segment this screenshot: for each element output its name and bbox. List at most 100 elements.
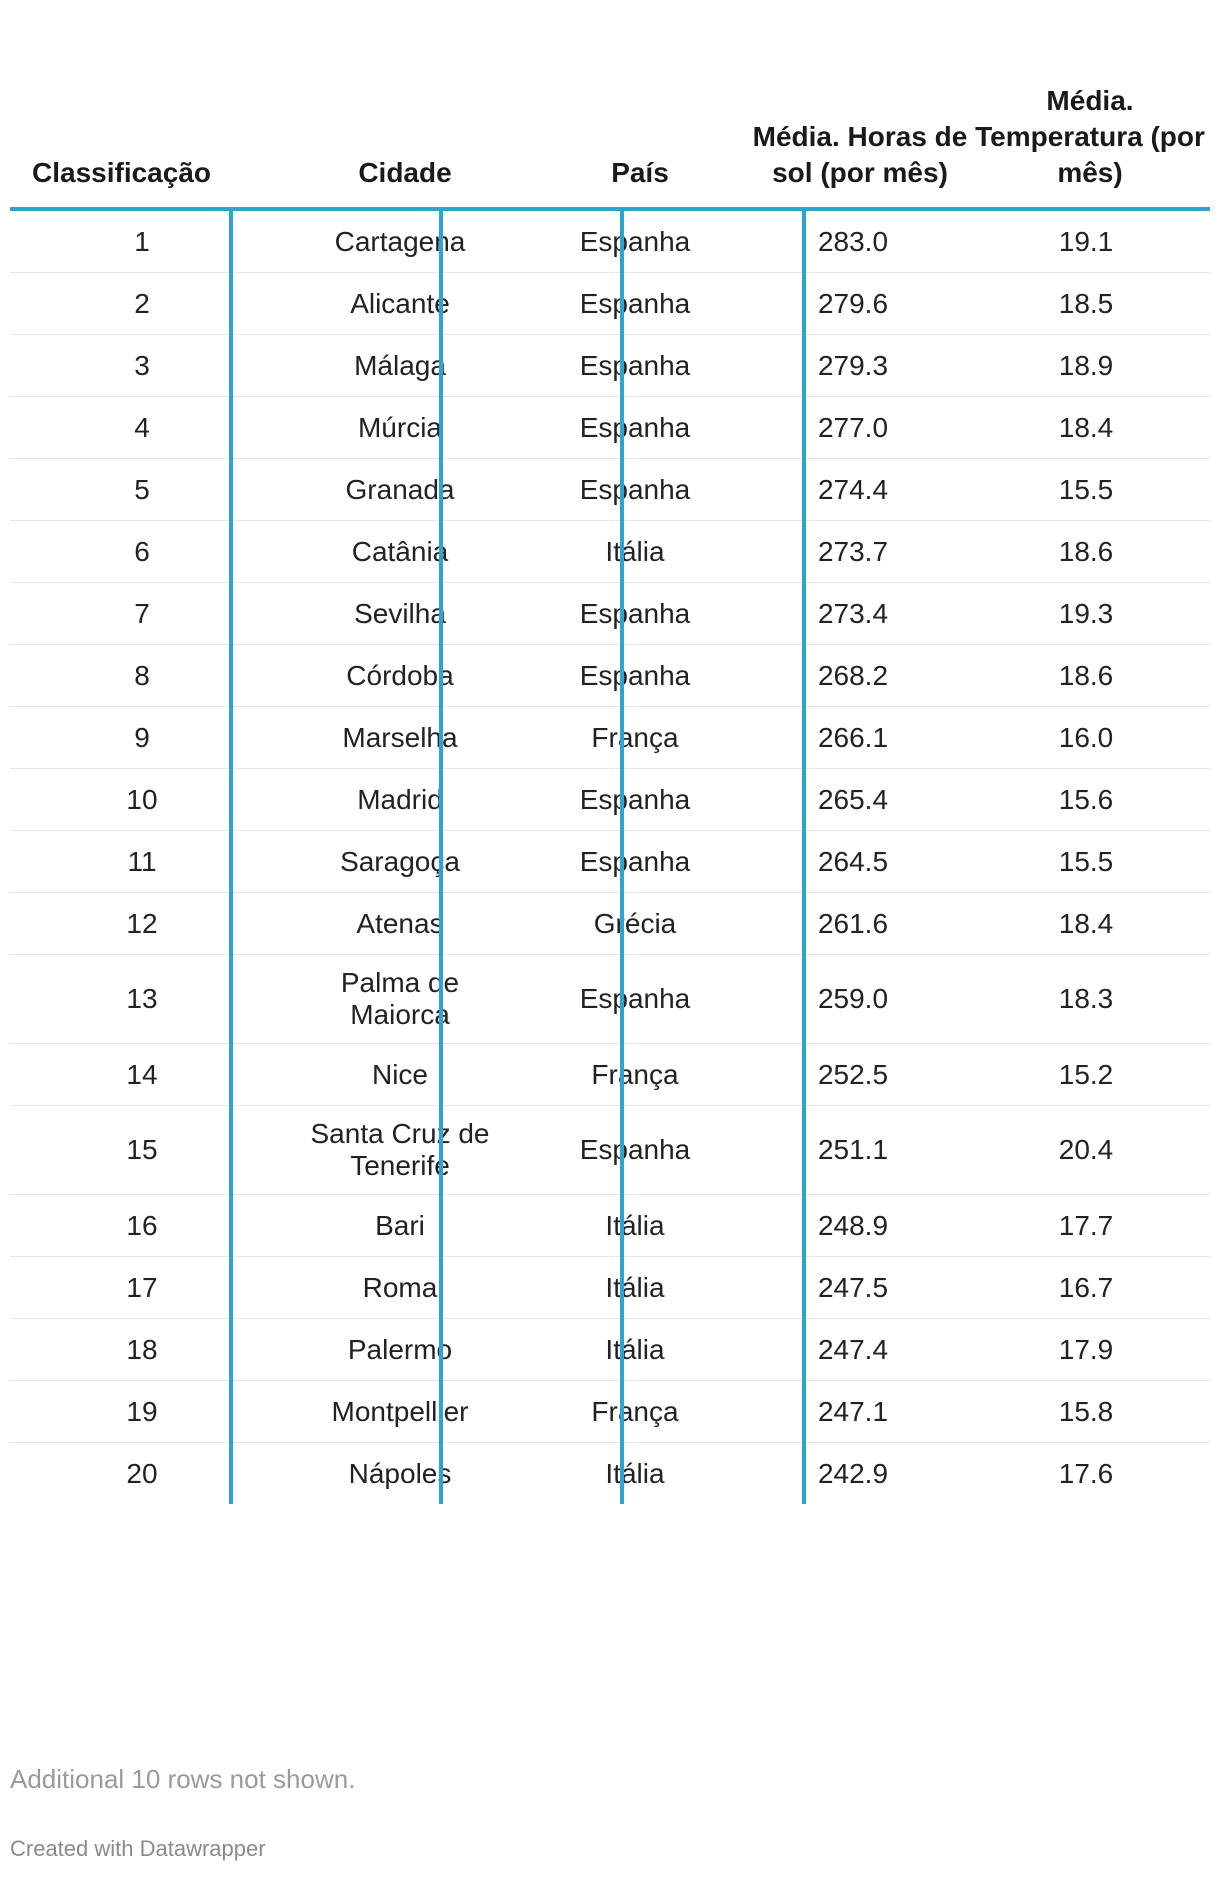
cell-rank: 5 [134, 473, 150, 505]
cell-temperature: 18.6 [1058, 535, 1114, 567]
cell-temperature: 18.4 [1058, 411, 1114, 443]
cell-country: Espanha [579, 349, 691, 381]
cell-sun-hours: 261.6 [817, 907, 889, 939]
cell-rank: 19 [126, 1395, 158, 1427]
table-body: 1 Cartagena Espanha 283.0 19.1 2 Alicante Espan… [10, 211, 1210, 1504]
table-row: 13 Palma de Maiorca Espanha 259.0 18.3 [10, 955, 1210, 1044]
table-header: Classificação Cidade País Média. Horas d… [10, 0, 1210, 211]
column-divider [620, 207, 624, 1504]
cell-temperature: 15.5 [1058, 473, 1114, 505]
cell-country: Espanha [579, 783, 691, 815]
table-row: 18 Palermo Itália 247.4 17.9 [10, 1319, 1210, 1381]
cell-rank: 16 [126, 1209, 158, 1241]
table-row: 14 Nice França 252.5 15.2 [10, 1044, 1210, 1106]
table-row: 16 Bari Itália 248.9 17.7 [10, 1195, 1210, 1257]
cell-rank: 11 [127, 845, 157, 877]
cell-rank: 2 [134, 287, 150, 319]
cell-temperature: 15.6 [1058, 783, 1114, 815]
cell-rank: 12 [126, 907, 158, 939]
table-row: 8 Córdoba Espanha 268.2 18.6 [10, 645, 1210, 707]
cell-temperature: 15.5 [1058, 845, 1114, 877]
cell-temperature: 17.7 [1058, 1209, 1114, 1241]
table-row: 17 Roma Itália 247.5 16.7 [10, 1257, 1210, 1319]
cell-temperature: 20.4 [1058, 1134, 1114, 1165]
cell-country: Espanha [579, 983, 691, 1014]
cell-sun-hours: 266.1 [817, 721, 889, 753]
cell-country: Itália [605, 535, 665, 567]
cell-city: Múrcia [357, 411, 442, 443]
cell-temperature: 15.2 [1058, 1058, 1114, 1090]
rows-hidden-note: Additional 10 rows not shown. [10, 1764, 356, 1794]
table-row: 2 Alicante Espanha 279.6 18.5 [10, 273, 1210, 335]
cell-rank: 9 [134, 721, 150, 753]
cell-city: Cartagena [334, 225, 466, 257]
header-classificacao[interactable]: Classificação [32, 157, 211, 188]
cell-country: Itália [605, 1271, 665, 1303]
table-row: 15 Santa Cruz de Tenerife Espanha 251.1 20.4 [10, 1106, 1210, 1195]
table-row: 20 Nápoles Itália 242.9 17.6 [10, 1443, 1210, 1504]
cell-temperature: 17.6 [1058, 1457, 1114, 1489]
cell-rank: 17 [126, 1271, 158, 1303]
header-horas-de-sol[interactable]: Média. Horas de sol (por mês) [752, 121, 968, 188]
data-table: Classificação Cidade País Média. Horas d… [10, 0, 1210, 1504]
cell-temperature: 18.3 [1058, 983, 1114, 1014]
cell-sun-hours: 242.9 [817, 1457, 889, 1489]
cell-rank: 4 [134, 411, 150, 443]
cell-rank: 6 [134, 535, 150, 567]
cell-temperature: 18.9 [1058, 349, 1114, 381]
header-pais[interactable]: País [611, 157, 669, 188]
header-temperatura[interactable]: Média. Temperatura (por mês) [975, 85, 1205, 188]
cell-city: Palermo [347, 1333, 453, 1365]
cell-sun-hours: 247.5 [817, 1271, 889, 1303]
cell-country: Espanha [579, 473, 691, 505]
column-divider [802, 207, 806, 1504]
cell-sun-hours: 247.4 [817, 1333, 889, 1365]
cell-country: Espanha [579, 411, 691, 443]
cell-temperature: 18.4 [1058, 907, 1114, 939]
cell-sun-hours: 279.6 [817, 287, 889, 319]
cell-rank: 1 [134, 225, 150, 257]
column-divider [229, 207, 233, 1504]
table-row: 1 Cartagena Espanha 283.0 19.1 [10, 211, 1210, 273]
cell-sun-hours: 273.7 [817, 535, 889, 567]
cell-country: Espanha [579, 659, 691, 691]
cell-city: Granada [345, 473, 455, 505]
cell-temperature: 19.3 [1058, 597, 1114, 629]
cell-rank: 18 [126, 1333, 158, 1365]
cell-temperature: 17.9 [1058, 1333, 1114, 1365]
cell-sun-hours: 274.4 [817, 473, 889, 505]
cell-city: Roma [362, 1271, 438, 1303]
cell-city: Palma de Maiorca [340, 967, 460, 1030]
cell-city: Montpellier [331, 1395, 469, 1427]
cell-sun-hours: 283.0 [817, 225, 889, 257]
cell-temperature: 19.1 [1058, 225, 1114, 257]
cell-rank: 3 [134, 349, 150, 381]
cell-country: França [591, 1395, 679, 1427]
cell-temperature: 16.7 [1058, 1271, 1114, 1303]
cell-sun-hours: 273.4 [817, 597, 889, 629]
cell-country: Espanha [579, 597, 691, 629]
table-row: 19 Montpellier França 247.1 15.8 [10, 1381, 1210, 1443]
cell-city: Atenas [356, 907, 444, 939]
header-cidade[interactable]: Cidade [358, 157, 452, 188]
cell-sun-hours: 248.9 [817, 1209, 889, 1241]
cell-rank: 15 [126, 1134, 158, 1165]
cell-sun-hours: 265.4 [817, 783, 889, 815]
cell-city: Alicante [350, 287, 450, 319]
credit-text: Created with Datawrapper [10, 1836, 266, 1861]
cell-sun-hours: 251.1 [817, 1134, 889, 1165]
table-row: 3 Málaga Espanha 279.3 18.9 [10, 335, 1210, 397]
cell-rank: 14 [126, 1058, 158, 1090]
cell-city: Córdoba [346, 659, 454, 691]
cell-country: Espanha [579, 225, 691, 257]
cell-city: Madrid [357, 783, 443, 815]
cell-city: Sevilha [354, 597, 446, 629]
table-row: 11 Saragoça Espanha 264.5 15.5 [10, 831, 1210, 893]
cell-temperature: 15.8 [1058, 1395, 1114, 1427]
cell-city: Bari [375, 1209, 425, 1241]
table-row: 4 Múrcia Espanha 277.0 18.4 [10, 397, 1210, 459]
table-row: 12 Atenas Grécia 261.6 18.4 [10, 893, 1210, 955]
cell-temperature: 16.0 [1058, 721, 1114, 753]
table-row: 7 Sevilha Espanha 273.4 19.3 [10, 583, 1210, 645]
